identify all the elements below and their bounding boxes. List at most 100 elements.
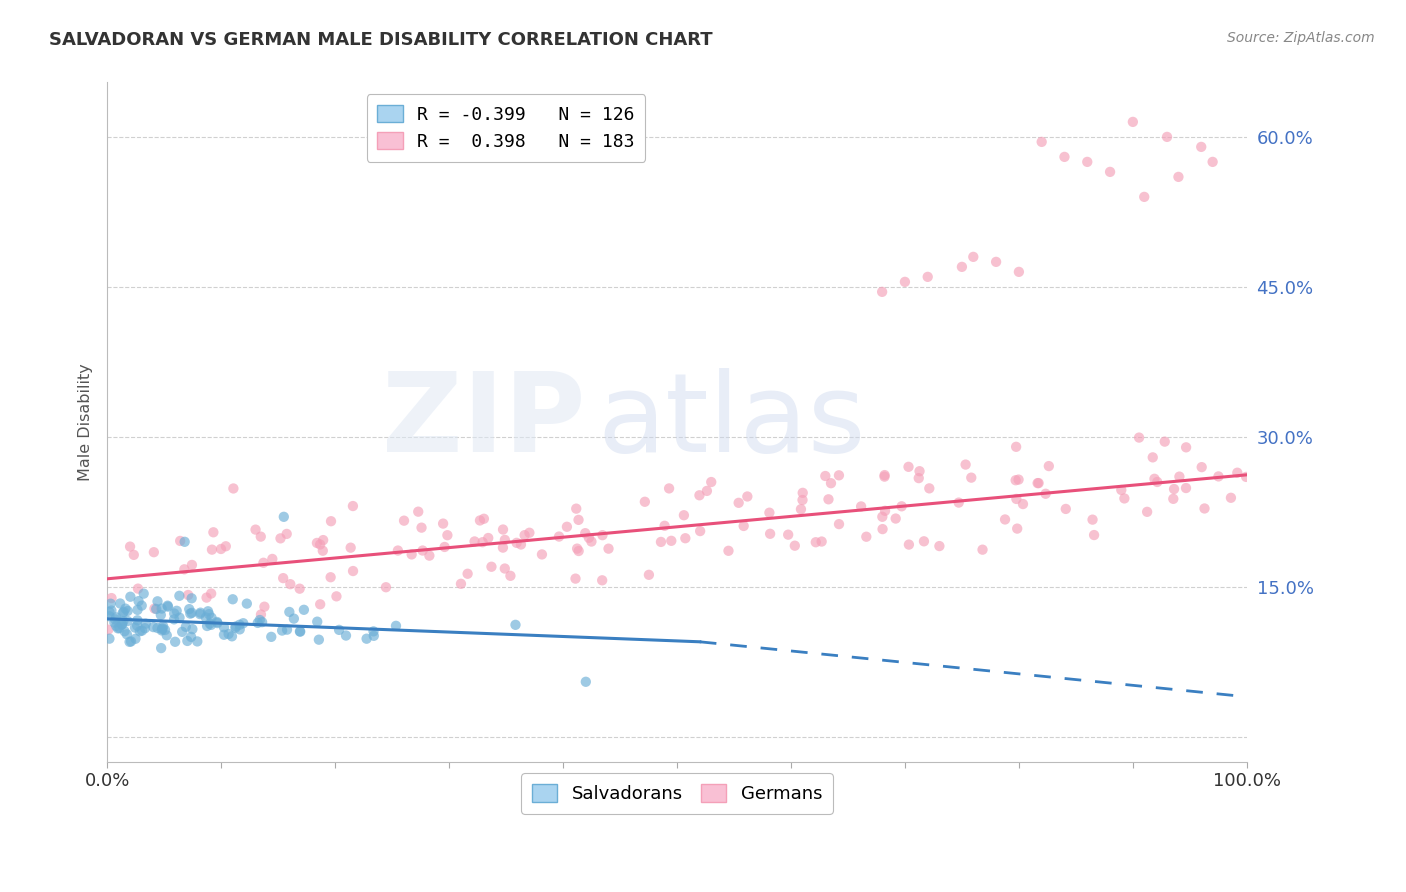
Point xyxy=(1191,460,1213,475)
Point xyxy=(276,623,298,637)
Point xyxy=(659,533,682,548)
Point xyxy=(907,471,929,485)
Point xyxy=(1226,466,1249,480)
Point xyxy=(149,607,172,622)
Point xyxy=(1128,431,1150,445)
Point xyxy=(481,559,503,574)
Point xyxy=(1122,115,1144,129)
Point xyxy=(117,614,139,628)
Point xyxy=(222,482,245,496)
Point xyxy=(890,500,912,514)
Point xyxy=(574,526,596,541)
Point xyxy=(111,606,134,620)
Point xyxy=(1083,528,1105,542)
Point xyxy=(127,613,149,627)
Point xyxy=(112,614,135,628)
Text: atlas: atlas xyxy=(598,368,866,475)
Point xyxy=(186,634,208,648)
Point xyxy=(309,537,332,551)
Point xyxy=(312,533,335,547)
Point xyxy=(688,488,710,502)
Point xyxy=(472,512,495,526)
Point xyxy=(792,486,814,500)
Point xyxy=(519,525,541,540)
Point xyxy=(1168,469,1191,483)
Point xyxy=(1076,154,1098,169)
Point xyxy=(870,285,893,299)
Point xyxy=(759,526,782,541)
Point xyxy=(98,609,121,624)
Point xyxy=(250,607,273,622)
Point xyxy=(917,269,939,284)
Point xyxy=(1005,522,1028,536)
Point xyxy=(180,606,202,620)
Point xyxy=(181,622,204,636)
Point xyxy=(100,597,122,611)
Point xyxy=(672,508,695,523)
Text: Source: ZipAtlas.com: Source: ZipAtlas.com xyxy=(1227,31,1375,45)
Point xyxy=(207,616,229,631)
Point xyxy=(356,632,378,646)
Point xyxy=(112,605,135,619)
Point xyxy=(165,634,187,648)
Point xyxy=(120,634,142,648)
Point xyxy=(928,539,950,553)
Point xyxy=(872,522,894,536)
Point xyxy=(1175,481,1198,495)
Point xyxy=(307,615,329,629)
Point xyxy=(342,564,364,578)
Point xyxy=(598,541,620,556)
Point xyxy=(387,543,409,558)
Point xyxy=(654,518,676,533)
Point xyxy=(103,615,125,630)
Point xyxy=(477,531,499,545)
Point xyxy=(177,588,200,602)
Point xyxy=(1142,450,1164,465)
Point xyxy=(658,482,681,496)
Point xyxy=(412,543,434,558)
Point xyxy=(955,458,977,472)
Point xyxy=(634,495,657,509)
Point xyxy=(156,599,179,613)
Point xyxy=(150,624,173,638)
Point xyxy=(179,607,201,621)
Point xyxy=(253,599,276,614)
Point xyxy=(436,528,458,542)
Point xyxy=(790,502,813,516)
Point xyxy=(142,545,165,559)
Point xyxy=(181,558,204,572)
Point xyxy=(568,544,591,558)
Point xyxy=(108,621,131,635)
Point xyxy=(218,627,240,641)
Point xyxy=(194,610,217,624)
Point xyxy=(176,634,198,648)
Point xyxy=(209,541,232,556)
Point xyxy=(1012,497,1035,511)
Point xyxy=(505,536,527,550)
Point xyxy=(152,619,174,633)
Text: ZIP: ZIP xyxy=(382,368,586,475)
Point xyxy=(1136,505,1159,519)
Point xyxy=(131,624,153,638)
Point xyxy=(143,601,166,615)
Point xyxy=(894,275,917,289)
Point xyxy=(804,535,827,549)
Point xyxy=(249,530,271,544)
Point xyxy=(249,613,271,627)
Point xyxy=(120,540,142,554)
Point xyxy=(166,604,188,618)
Point xyxy=(1114,491,1136,506)
Point xyxy=(737,490,759,504)
Point xyxy=(555,520,578,534)
Point xyxy=(591,574,613,588)
Point xyxy=(1219,491,1241,505)
Point xyxy=(855,530,877,544)
Point xyxy=(97,623,120,637)
Point xyxy=(575,674,598,689)
Point xyxy=(908,464,931,478)
Point xyxy=(1167,169,1189,184)
Point xyxy=(564,572,586,586)
Point xyxy=(1189,140,1212,154)
Point xyxy=(450,576,472,591)
Point xyxy=(433,540,456,554)
